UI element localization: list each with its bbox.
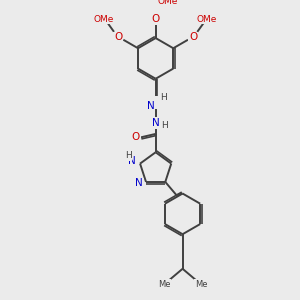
Text: H: H	[160, 93, 167, 102]
Text: O: O	[152, 14, 160, 24]
Text: O: O	[114, 32, 122, 43]
Text: N: N	[128, 156, 136, 166]
Text: Me: Me	[195, 280, 207, 289]
Text: O: O	[132, 132, 140, 142]
Text: H: H	[161, 122, 168, 130]
Text: OMe: OMe	[157, 0, 178, 6]
Text: H: H	[125, 151, 132, 160]
Text: N: N	[152, 118, 160, 128]
Text: OMe: OMe	[94, 15, 114, 24]
Text: O: O	[189, 32, 197, 43]
Text: Me: Me	[158, 280, 170, 289]
Text: N: N	[147, 101, 154, 111]
Text: OMe: OMe	[197, 15, 218, 24]
Text: N: N	[135, 178, 143, 188]
